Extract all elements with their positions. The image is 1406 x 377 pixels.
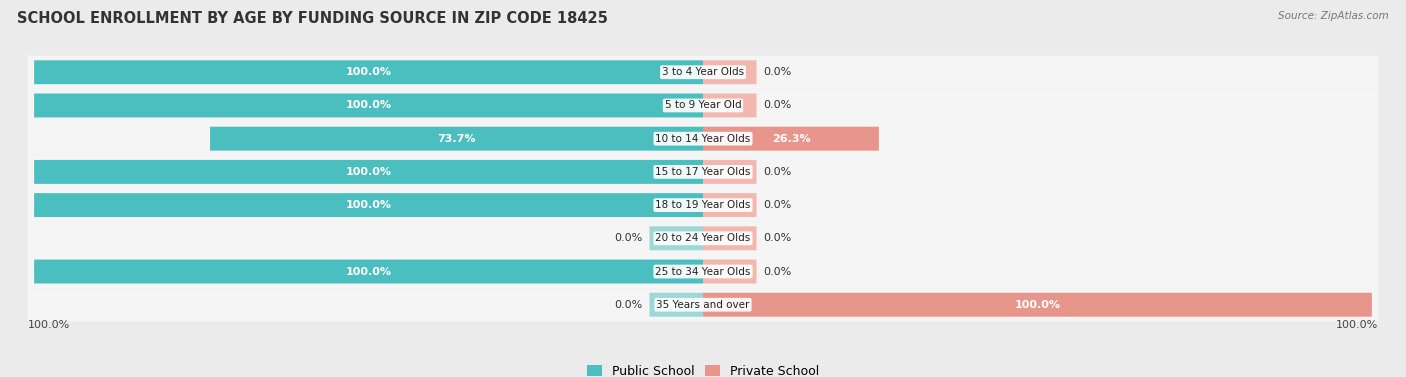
FancyBboxPatch shape [28,188,1378,222]
FancyBboxPatch shape [28,89,1378,122]
Text: Source: ZipAtlas.com: Source: ZipAtlas.com [1278,11,1389,21]
Text: 100.0%: 100.0% [346,267,391,277]
FancyBboxPatch shape [703,93,756,117]
Text: 0.0%: 0.0% [614,300,643,310]
Text: 26.3%: 26.3% [772,134,810,144]
FancyBboxPatch shape [34,193,703,217]
Text: 15 to 17 Year Olds: 15 to 17 Year Olds [655,167,751,177]
Text: 73.7%: 73.7% [437,134,475,144]
FancyBboxPatch shape [703,226,756,250]
Text: 100.0%: 100.0% [346,100,391,110]
Text: 0.0%: 0.0% [763,67,792,77]
FancyBboxPatch shape [703,60,756,84]
FancyBboxPatch shape [34,160,703,184]
Text: 0.0%: 0.0% [763,200,792,210]
Text: 100.0%: 100.0% [28,320,70,330]
Text: 35 Years and over: 35 Years and over [657,300,749,310]
Text: 0.0%: 0.0% [763,167,792,177]
Text: 100.0%: 100.0% [346,200,391,210]
FancyBboxPatch shape [650,293,703,317]
FancyBboxPatch shape [28,222,1378,255]
FancyBboxPatch shape [28,155,1378,188]
Text: 0.0%: 0.0% [614,233,643,243]
Text: 0.0%: 0.0% [763,267,792,277]
FancyBboxPatch shape [703,260,756,284]
FancyBboxPatch shape [209,127,703,151]
Text: 100.0%: 100.0% [1336,320,1378,330]
FancyBboxPatch shape [703,193,756,217]
FancyBboxPatch shape [703,160,756,184]
Text: 25 to 34 Year Olds: 25 to 34 Year Olds [655,267,751,277]
Legend: Public School, Private School: Public School, Private School [582,360,824,377]
Text: 18 to 19 Year Olds: 18 to 19 Year Olds [655,200,751,210]
FancyBboxPatch shape [28,56,1378,89]
FancyBboxPatch shape [28,288,1378,321]
FancyBboxPatch shape [703,127,879,151]
FancyBboxPatch shape [703,293,1372,317]
Text: SCHOOL ENROLLMENT BY AGE BY FUNDING SOURCE IN ZIP CODE 18425: SCHOOL ENROLLMENT BY AGE BY FUNDING SOUR… [17,11,607,26]
FancyBboxPatch shape [28,255,1378,288]
Text: 10 to 14 Year Olds: 10 to 14 Year Olds [655,134,751,144]
FancyBboxPatch shape [650,226,703,250]
Text: 100.0%: 100.0% [1015,300,1060,310]
FancyBboxPatch shape [34,260,703,284]
Text: 0.0%: 0.0% [763,233,792,243]
Text: 5 to 9 Year Old: 5 to 9 Year Old [665,100,741,110]
Text: 100.0%: 100.0% [346,167,391,177]
FancyBboxPatch shape [34,93,703,117]
FancyBboxPatch shape [28,122,1378,155]
Text: 3 to 4 Year Olds: 3 to 4 Year Olds [662,67,744,77]
Text: 0.0%: 0.0% [763,100,792,110]
Text: 100.0%: 100.0% [346,67,391,77]
Text: 20 to 24 Year Olds: 20 to 24 Year Olds [655,233,751,243]
FancyBboxPatch shape [34,60,703,84]
